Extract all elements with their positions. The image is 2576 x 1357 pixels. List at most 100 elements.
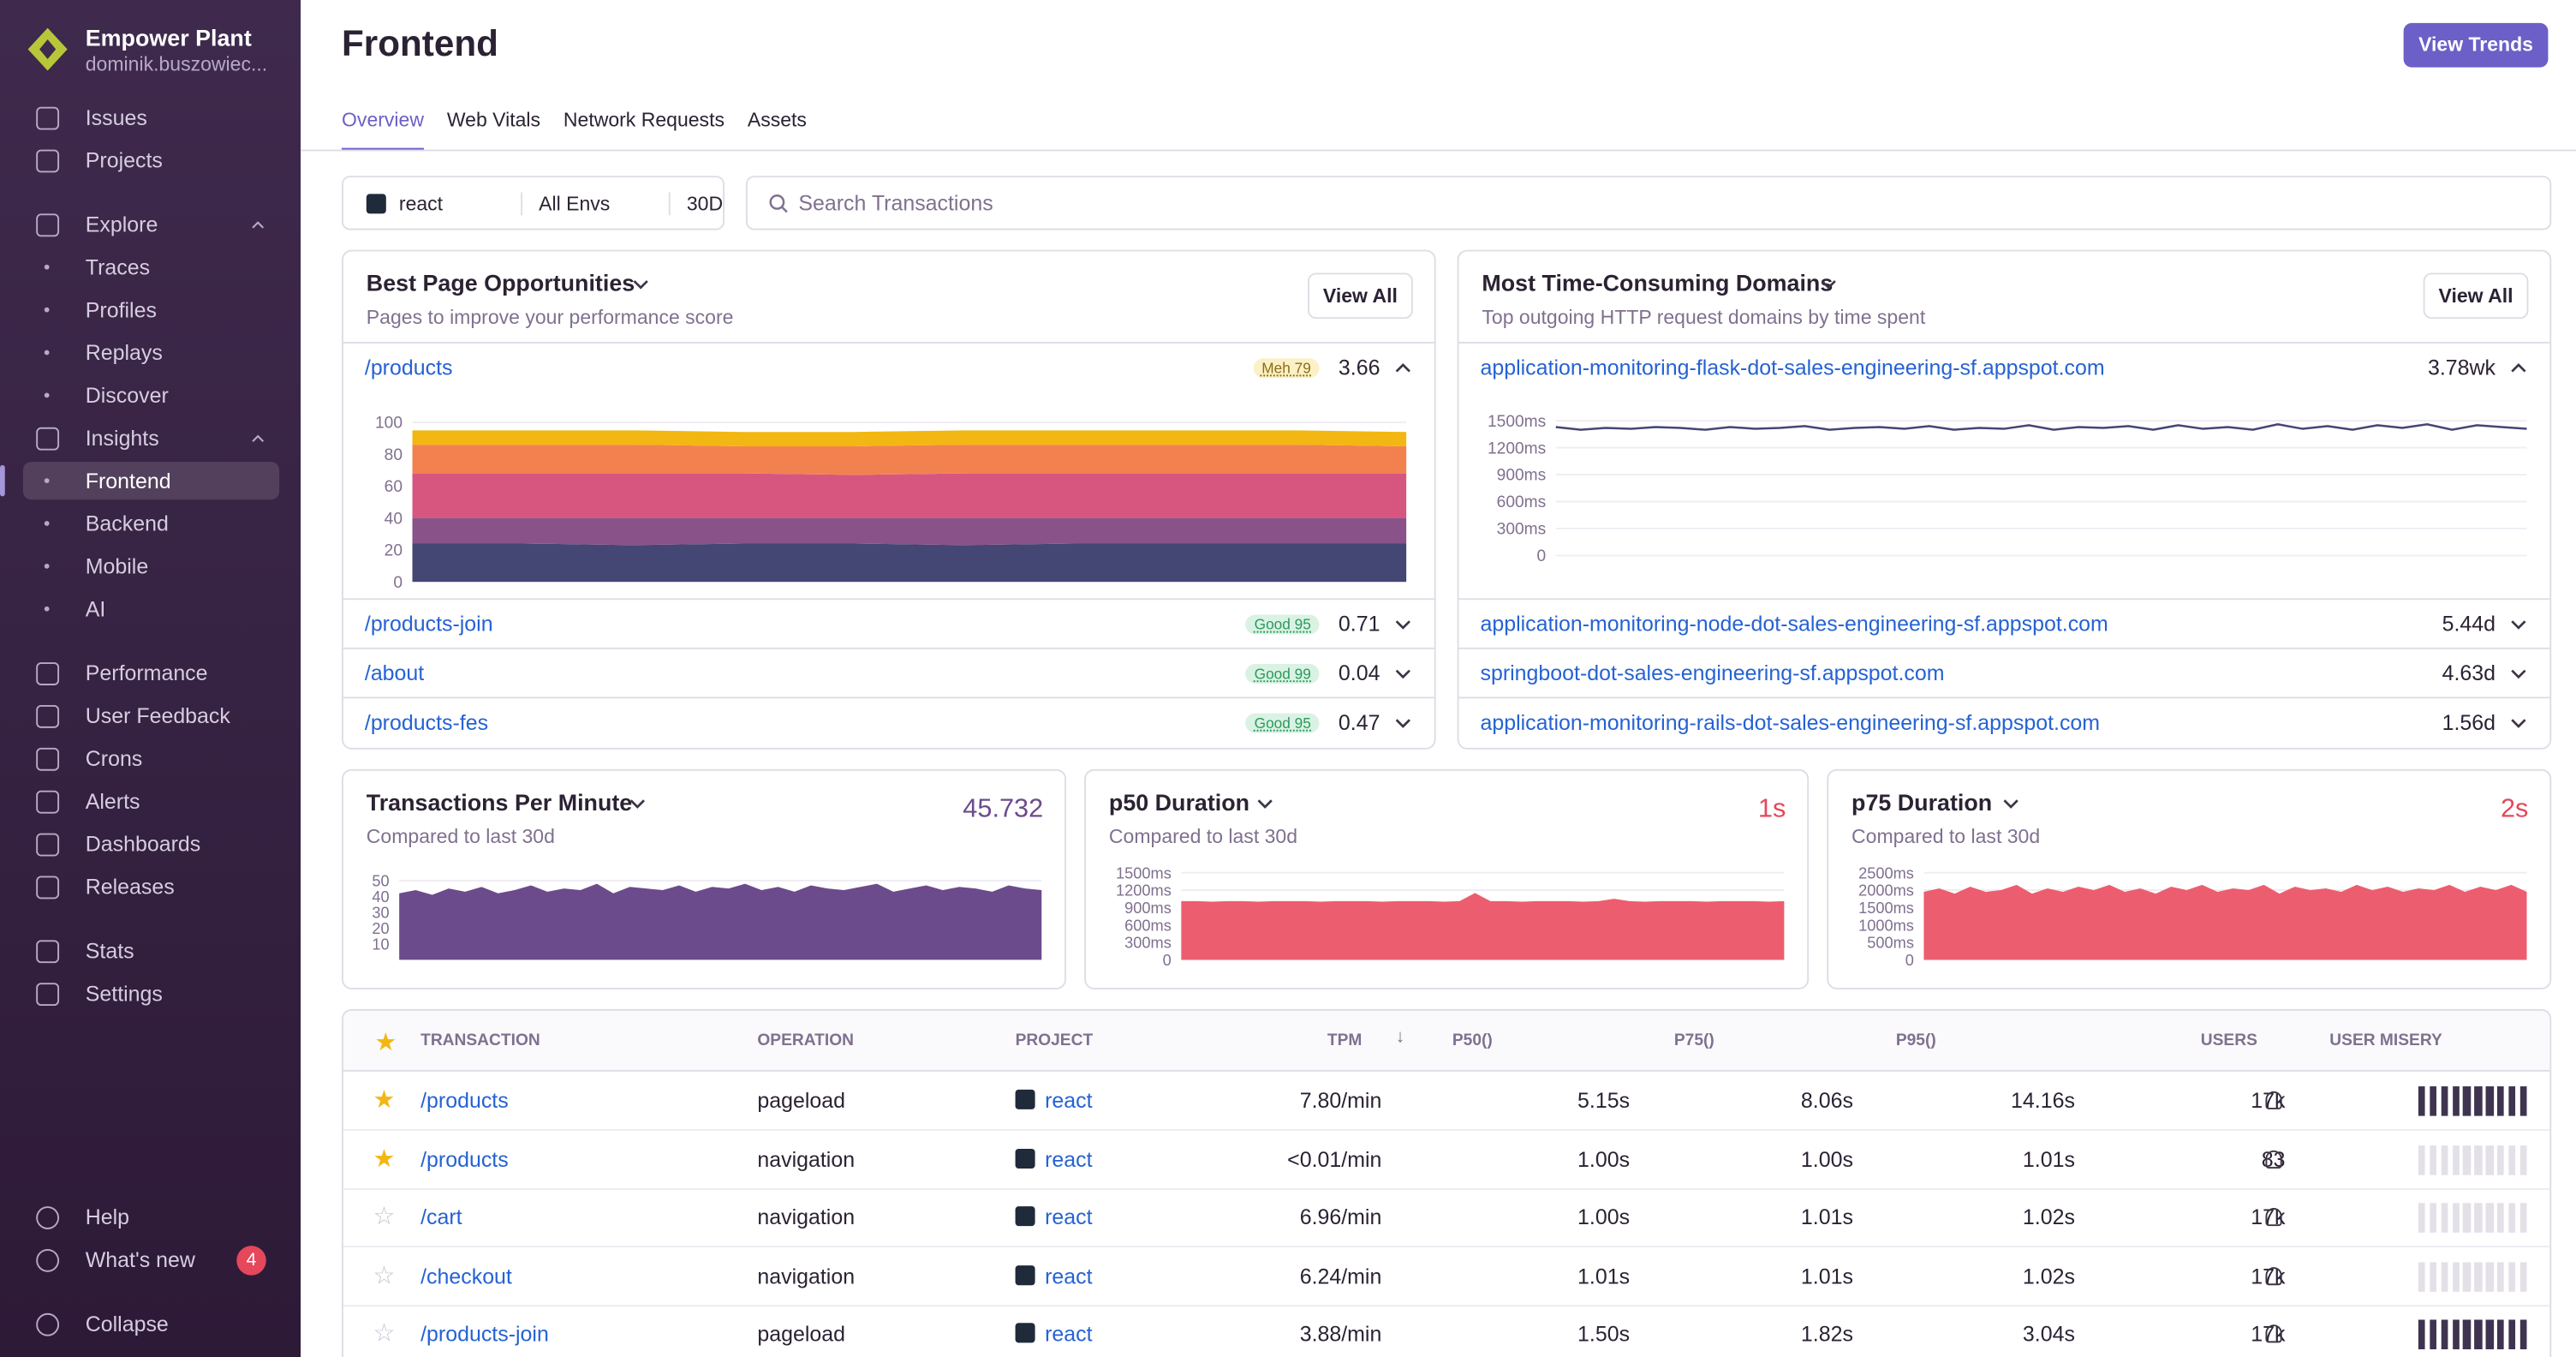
y-tick-label: 1000ms bbox=[1858, 917, 1914, 934]
nav-item[interactable]: Alerts bbox=[23, 782, 279, 820]
p95: 3.04s bbox=[2022, 1321, 2075, 1347]
misery-bar bbox=[2496, 1145, 2505, 1175]
tab[interactable]: Overview bbox=[342, 109, 424, 152]
column-header[interactable]: USERS bbox=[2200, 1031, 2257, 1050]
row-link[interactable]: application-monitoring-node-dot-sales-en… bbox=[1480, 611, 2108, 637]
search-input[interactable]: Search Transactions bbox=[745, 176, 2552, 230]
chevron[interactable] bbox=[1395, 666, 1411, 682]
chevron[interactable] bbox=[629, 796, 646, 812]
y-tick-label: 600ms bbox=[1124, 917, 1172, 934]
column-header[interactable]: P75() bbox=[1673, 1031, 1714, 1050]
nav-label: Stats bbox=[85, 938, 134, 964]
misery-bar bbox=[2463, 1145, 2471, 1175]
nav-item[interactable]: Performance bbox=[23, 655, 279, 692]
star[interactable]: ★ bbox=[373, 1145, 396, 1173]
chevron[interactable] bbox=[2510, 666, 2526, 682]
chevron[interactable] bbox=[1821, 276, 1837, 292]
chevron[interactable] bbox=[2510, 616, 2526, 632]
nav-item[interactable]: Discover bbox=[23, 376, 279, 414]
tab[interactable]: Network Requests bbox=[563, 108, 724, 132]
org-name[interactable]: Empower Plant bbox=[85, 24, 252, 51]
chevron[interactable] bbox=[2003, 796, 2019, 812]
nav-item[interactable]: Explore bbox=[23, 206, 279, 243]
project[interactable]: react bbox=[1045, 1263, 1093, 1288]
star[interactable]: ☆ bbox=[373, 1203, 396, 1231]
misery-bar bbox=[2452, 1203, 2460, 1233]
nav-item[interactable]: Stats bbox=[23, 932, 279, 970]
row-value: 0.71 bbox=[1338, 611, 1380, 637]
footer-item[interactable]: What's new 4 bbox=[23, 1240, 279, 1278]
view-all-button[interactable]: View All bbox=[1308, 272, 1413, 320]
chevron[interactable] bbox=[252, 433, 265, 445]
nav-item[interactable]: Backend bbox=[23, 505, 279, 542]
chevron[interactable] bbox=[633, 276, 649, 292]
star[interactable]: ☆ bbox=[373, 1261, 396, 1289]
misery-bar bbox=[2507, 1086, 2516, 1116]
transaction[interactable]: /cart bbox=[420, 1205, 462, 1229]
nav-item[interactable]: Profiles bbox=[23, 291, 279, 329]
footer-item[interactable]: Collapse bbox=[23, 1305, 279, 1342]
nav-label: Help bbox=[85, 1205, 130, 1229]
list-row: application-monitoring-node-dot-sales-en… bbox=[1458, 598, 2550, 649]
metric-value: 1s bbox=[1757, 795, 1786, 824]
tab[interactable]: Assets bbox=[747, 108, 807, 132]
nav-item[interactable]: AI bbox=[23, 590, 279, 628]
nav-item[interactable]: Frontend bbox=[22, 462, 280, 500]
footer-item[interactable]: Help bbox=[23, 1199, 279, 1236]
chevron[interactable] bbox=[1395, 360, 1411, 376]
transaction[interactable]: /products-join bbox=[420, 1321, 549, 1347]
project[interactable]: react bbox=[1045, 1205, 1093, 1229]
star[interactable]: ★ bbox=[373, 1086, 396, 1115]
score-badge: Good 99 bbox=[1246, 664, 1320, 684]
nav-item[interactable]: Issues bbox=[23, 99, 279, 136]
row-link[interactable]: application-monitoring-flask-dot-sales-e… bbox=[1480, 355, 2105, 380]
chevron[interactable] bbox=[2510, 360, 2526, 376]
star[interactable]: ☆ bbox=[373, 1319, 396, 1348]
chevron[interactable] bbox=[1257, 796, 1273, 812]
nav-item[interactable]: Insights bbox=[23, 419, 279, 457]
chevron[interactable] bbox=[2510, 715, 2526, 732]
area-series bbox=[399, 883, 1042, 960]
row-link[interactable]: /products bbox=[364, 355, 453, 380]
transaction[interactable]: /products bbox=[420, 1087, 509, 1113]
nav-label: Settings bbox=[85, 981, 163, 1007]
project[interactable]: react bbox=[1045, 1087, 1093, 1113]
nav-item[interactable]: Projects bbox=[23, 141, 279, 179]
nav-item[interactable]: Crons bbox=[23, 739, 279, 777]
period-filter[interactable]: 30D bbox=[668, 191, 723, 215]
transaction[interactable]: /products bbox=[420, 1146, 509, 1171]
project[interactable]: react bbox=[1045, 1321, 1093, 1347]
column-header[interactable]: TPM bbox=[1327, 1031, 1363, 1050]
nav-item[interactable]: Traces bbox=[23, 248, 279, 286]
nav-item[interactable]: User Feedback bbox=[23, 696, 279, 734]
project-filter[interactable]: react bbox=[398, 191, 444, 215]
chevron-line bbox=[252, 221, 265, 229]
nav-item[interactable]: Releases bbox=[23, 868, 279, 906]
nav-item[interactable]: Settings bbox=[23, 975, 279, 1013]
row-link[interactable]: springboot-dot-sales-engineering-sf.apps… bbox=[1480, 661, 1945, 685]
view-trends-button[interactable]: View Trends bbox=[2403, 22, 2549, 68]
chart-area: 0 20 40 60 80 100 bbox=[343, 392, 1434, 598]
column-header[interactable]: PROJECT bbox=[1015, 1031, 1094, 1050]
nav-item[interactable]: Dashboards bbox=[23, 825, 279, 863]
nav-item[interactable]: Replays bbox=[23, 333, 279, 371]
transaction[interactable]: /checkout bbox=[420, 1263, 512, 1288]
chevron[interactable] bbox=[1395, 715, 1411, 732]
view-all-button[interactable]: View All bbox=[2423, 272, 2529, 320]
column-header[interactable]: P50() bbox=[1452, 1031, 1493, 1050]
column-header[interactable]: TRANSACTION bbox=[420, 1031, 540, 1050]
column-header[interactable]: USER MISERY bbox=[2329, 1031, 2442, 1050]
env-filter[interactable]: All Envs bbox=[521, 191, 669, 215]
row-link[interactable]: application-monitoring-rails-dot-sales-e… bbox=[1480, 709, 2101, 735]
chevron[interactable] bbox=[252, 218, 265, 231]
project[interactable]: react bbox=[1045, 1146, 1093, 1171]
column-header[interactable]: OPERATION bbox=[757, 1031, 855, 1050]
row-link[interactable]: /products-fes bbox=[364, 709, 489, 735]
column-header[interactable]: P95() bbox=[1895, 1031, 1936, 1050]
tab[interactable]: Web Vitals bbox=[446, 108, 541, 132]
nav-item[interactable]: Mobile bbox=[23, 547, 279, 585]
chevron[interactable] bbox=[1395, 616, 1411, 632]
y-tick-label: 40 bbox=[385, 510, 402, 528]
row-link[interactable]: /about bbox=[364, 661, 425, 685]
row-link[interactable]: /products-join bbox=[364, 611, 493, 637]
